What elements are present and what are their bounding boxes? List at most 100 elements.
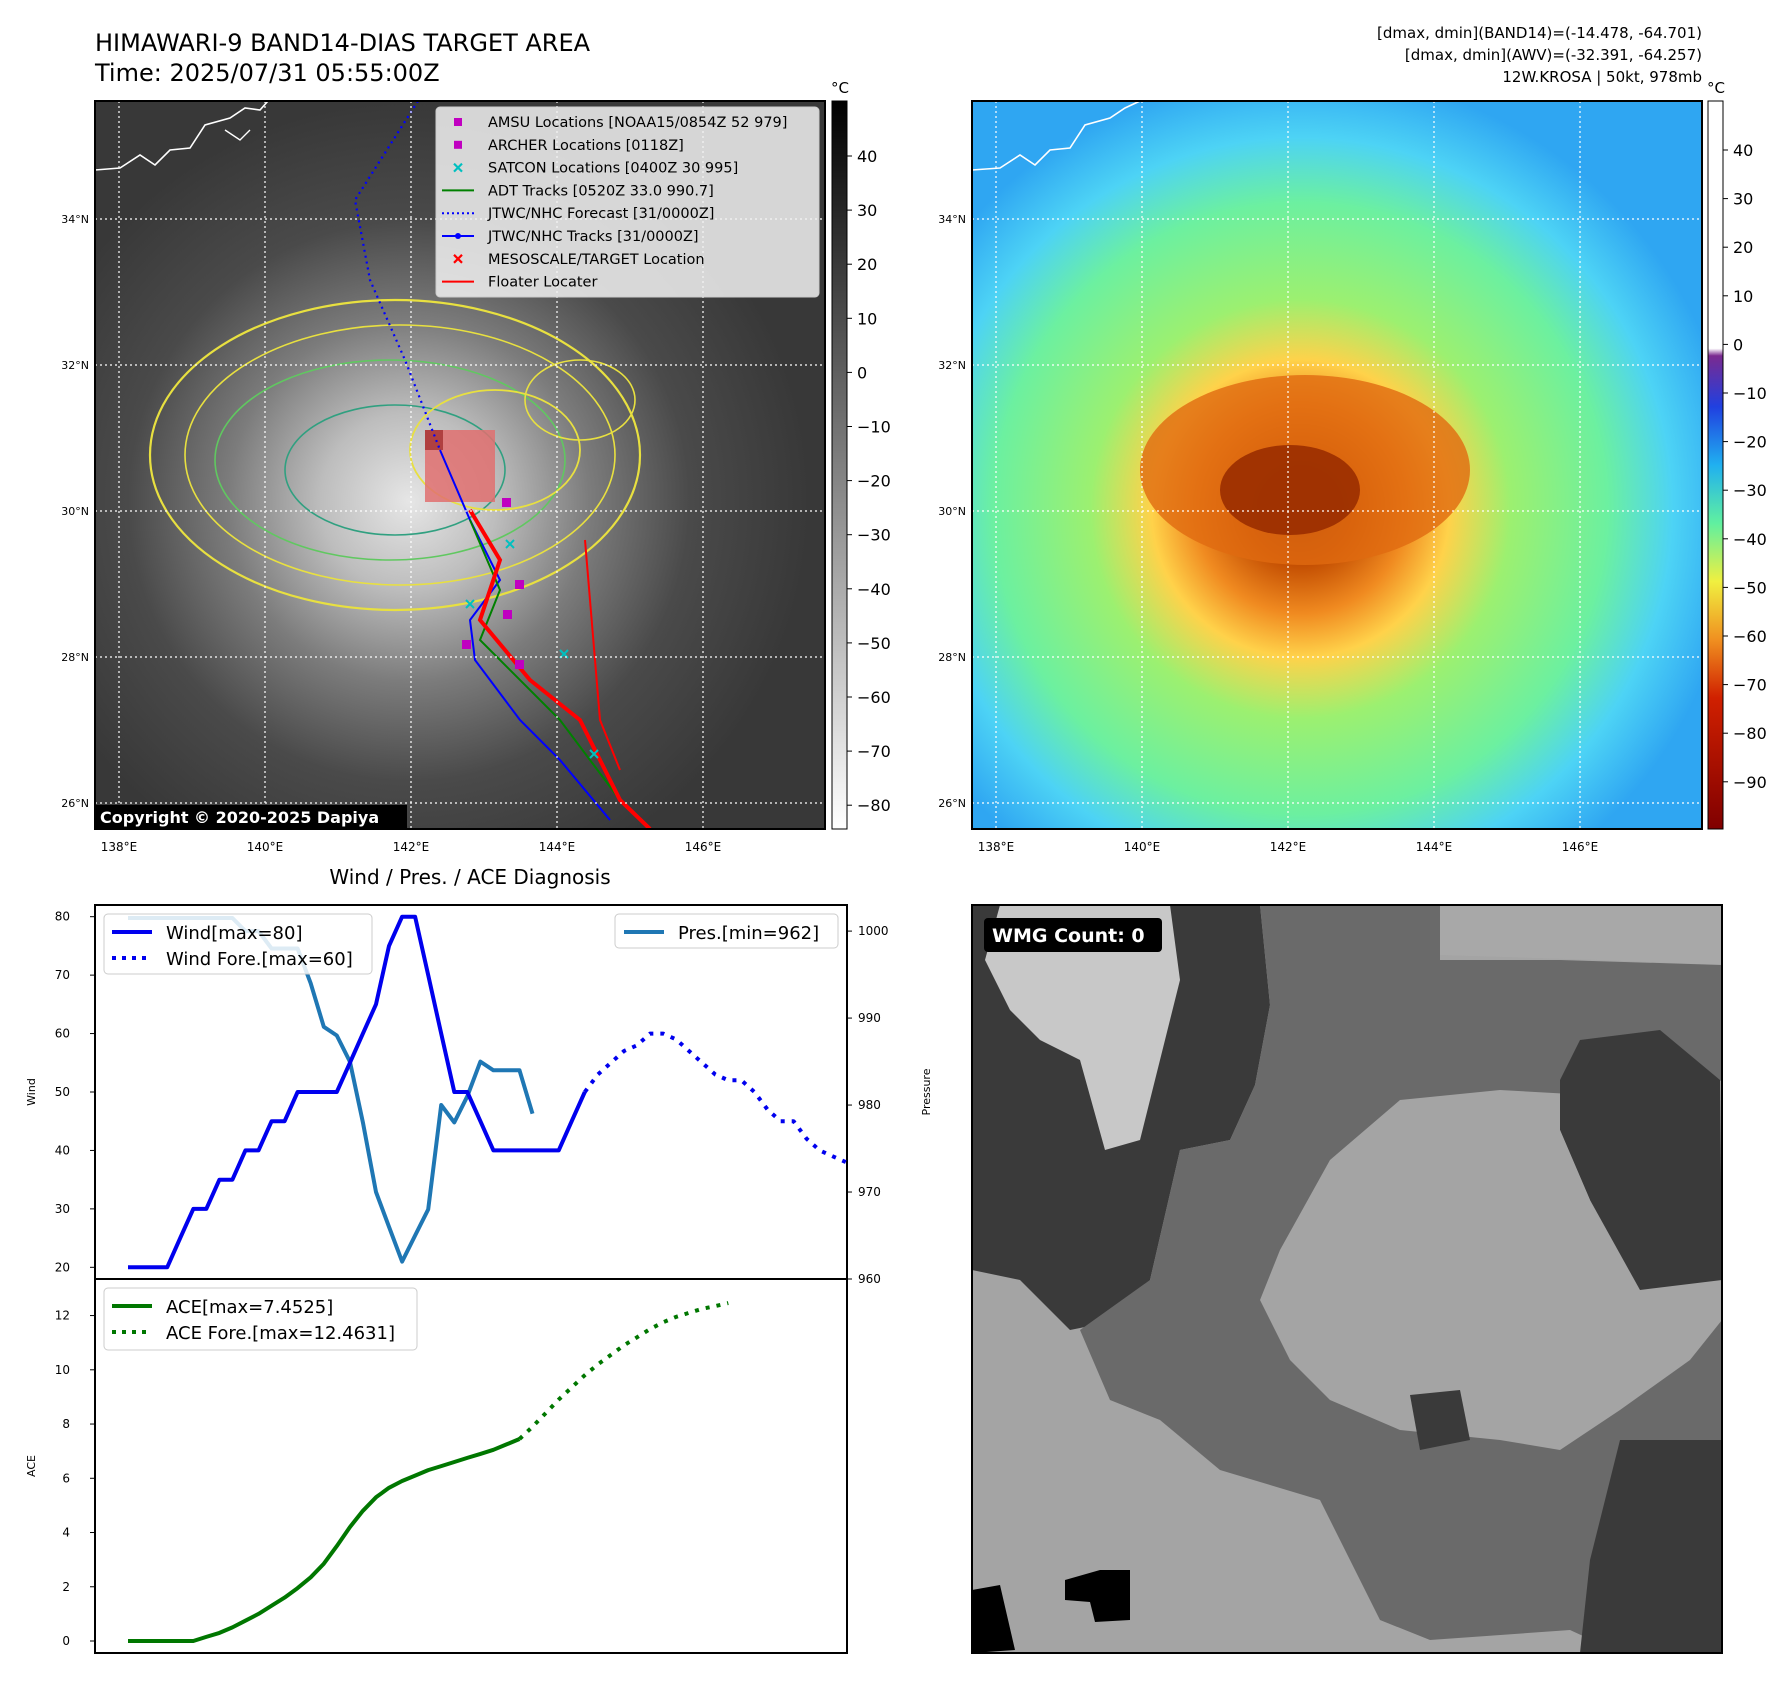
legend-label: JTWC/NHC Tracks [31/0000Z] [487, 229, 699, 245]
wind-line [128, 914, 587, 1270]
lon-tick-label: 138°E [101, 840, 138, 854]
adt-track [469, 519, 621, 801]
ace-tick-label: 10 [55, 1363, 70, 1377]
lon-tick-label: 138°E [978, 840, 1015, 854]
colorbar-tick-label: −40 [1733, 530, 1767, 549]
legend-marker-dot [455, 233, 461, 239]
lat-tick-label: 32°N [61, 359, 89, 372]
ace-fore-legend-label: ACE Fore.[max=12.4631] [166, 1323, 395, 1344]
pressure-tick-label: 980 [858, 1098, 881, 1112]
legend-marker-square [454, 118, 462, 126]
colorbar-tick-label: −30 [1733, 481, 1767, 500]
map-color-frame [971, 100, 1703, 830]
legend-marker-x [453, 162, 463, 173]
colorbar-tick-label: −30 [857, 526, 891, 545]
pressure-legend: Pres.[min=962] [614, 913, 839, 949]
contour-yellow [524, 359, 636, 441]
wmg-count-label: WMG Count: 0 [992, 925, 1145, 947]
colorbar-tick-label: −50 [1733, 578, 1767, 597]
wind-legend: Wind[max=80] Wind Fore.[max=60] [103, 913, 373, 975]
map-legend: AMSU Locations [NOAA15/0854Z 52 979] ARCH… [435, 106, 820, 298]
ace-tick-label: 2 [62, 1580, 70, 1594]
wind-tick-label: 50 [55, 1085, 70, 1099]
ace-tick-label: 6 [62, 1471, 70, 1485]
legend-marker-x [453, 254, 463, 264]
ace-tick-label: 4 [62, 1526, 70, 1540]
copyright-text: Copyright © 2020-2025 Dapiya [100, 808, 379, 827]
jtwc-forecast-track [353, 101, 442, 451]
colorbar-tick-label: −10 [1733, 384, 1767, 403]
legend-label: JTWC/NHC Forecast [31/0000Z] [487, 206, 714, 222]
ace-axes: ACE 12 10 8 6 4 2 0 ACE[max=7.4525] ACE Fore.[… [25, 1278, 848, 1654]
pressure-ylabel: Pressure [920, 1068, 933, 1115]
coastline [972, 101, 1141, 171]
ace-legend: ACE[max=7.4525] ACE Fore.[max=12.4631] [103, 1287, 418, 1351]
colorbar-gray-unit: °C [831, 79, 849, 97]
colorbar-tick-label: 30 [857, 201, 877, 220]
colorbar-tick-label: −60 [857, 688, 891, 707]
lat-tick-label: 34°N [61, 213, 89, 226]
contour-yellow [409, 389, 581, 511]
colorbar-tick-label: 10 [857, 309, 877, 328]
lon-tick-label: 144°E [1416, 840, 1453, 854]
legend-label: SATCON Locations [0400Z 30 995] [488, 161, 738, 177]
ace-tick-label: 0 [62, 1634, 70, 1648]
legend-label: Floater Locater [488, 275, 597, 291]
colorbar-tick-label: 20 [1733, 238, 1753, 257]
lon-tick-label: 142°E [393, 840, 430, 854]
lon-tick-label: 146°E [685, 840, 722, 854]
legend-label: ADT Tracks [0520Z 33.0 990.7] [488, 183, 714, 199]
ace-line [128, 1437, 521, 1643]
figure-time: Time: 2025/07/31 05:55:00Z [94, 59, 440, 87]
colorbar-tick-label: −50 [857, 634, 891, 653]
colorbar-tick-label: 30 [1733, 190, 1753, 209]
wmg-blocks [972, 905, 1722, 1653]
colorbar-color: °C 40 30 20 10 0 −10 −20 −30 −40 −50 −60 −70 −80 −90 [1707, 79, 1767, 830]
wmg-frame [971, 904, 1723, 1654]
map-color-panel: 34°N 32°N 30°N 28°N 26°N 138°E 140°E 142°E 144°E… [938, 100, 1703, 854]
ace-tick-label: 12 [55, 1309, 70, 1323]
pressure-tick-label: 1000 [858, 924, 889, 938]
lon-tick-label: 142°E [1270, 840, 1307, 854]
lat-tick-label: 34°N [938, 213, 966, 226]
contour-green [214, 359, 566, 561]
ace-legend-label: ACE[max=7.4525] [166, 1297, 333, 1318]
wind-tick-label: 80 [55, 910, 70, 924]
contour-yellow [184, 324, 616, 586]
figure-title: HIMAWARI-9 BAND14-DIAS TARGET AREA [95, 29, 591, 57]
target-box-core [425, 430, 443, 450]
lat-tick-label: 26°N [938, 797, 966, 810]
wind-tick-label: 30 [55, 1202, 70, 1216]
colorbar-tick-label: −80 [857, 796, 891, 815]
wmg-count-box [984, 918, 1162, 952]
wmg-panel: WMG Count: 0 [971, 904, 1723, 1654]
colorbar-tick-label: 20 [857, 255, 877, 274]
map-legend-box [435, 106, 820, 298]
wind-fore-legend-label: Wind Fore.[max=60] [166, 949, 353, 970]
colorbar-tick-label: 0 [857, 363, 867, 382]
lat-tick-label: 30°N [61, 505, 89, 518]
colorbar-tick-label: −40 [857, 580, 891, 599]
stats-awv: [dmax, dmin](AWV)=(-32.391, -64.257) [1405, 46, 1702, 64]
satcon-markers [465, 539, 599, 759]
contour-teal [284, 404, 506, 536]
map-ir-panel: Copyright © 2020-2025 Dapiya AMSU Locati… [61, 100, 826, 854]
colorbar-color-unit: °C [1707, 79, 1725, 97]
colorbar-tick-label: 40 [857, 147, 877, 166]
colorbar-color-bar [1707, 100, 1724, 830]
lat-tick-label: 26°N [61, 797, 89, 810]
map-ir-frame [94, 100, 826, 830]
colorbar-tick-label: −60 [1733, 627, 1767, 646]
colorbar-tick-label: 40 [1733, 141, 1753, 160]
lat-tick-label: 32°N [938, 359, 966, 372]
map-gridlines [972, 101, 1702, 829]
wind-legend-box [103, 913, 373, 975]
colorbar-tick-label: −20 [857, 472, 891, 491]
colorbar-tick-label: 0 [1733, 335, 1743, 354]
copyright-box [95, 805, 407, 829]
pressure-tick-label: 970 [858, 1185, 881, 1199]
ace-legend-box [103, 1287, 418, 1351]
pressure-tick-label: 960 [858, 1272, 881, 1286]
